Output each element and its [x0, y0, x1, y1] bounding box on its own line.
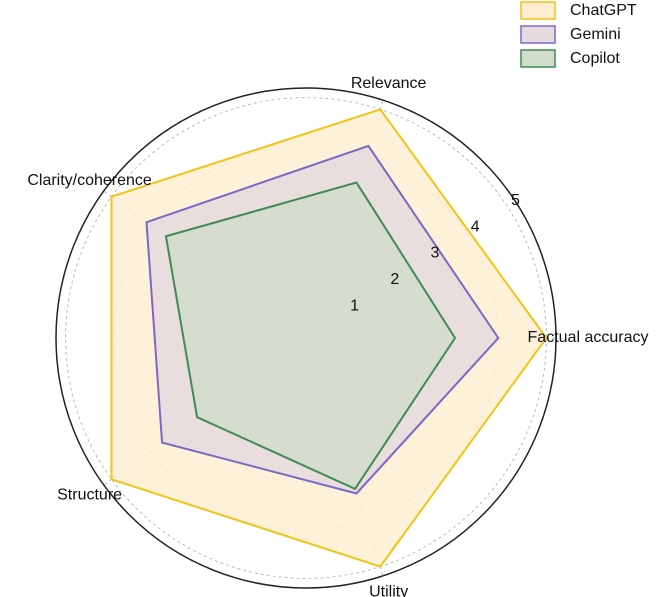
legend-label: ChatGPT [570, 2, 637, 19]
r-tick-label: 4 [471, 218, 480, 235]
series-area [164, 181, 457, 491]
legend-label: Gemini [570, 26, 621, 43]
axis-label: Structure [57, 486, 122, 503]
r-tick-label: 3 [431, 245, 440, 262]
legend-swatch [520, 25, 556, 44]
legend-swatch [520, 1, 556, 20]
outer-frame [55, 87, 557, 589]
r-tick-label: 1 [350, 297, 359, 314]
legend-label: Copilot [570, 50, 620, 67]
axis-label: Relevance [351, 75, 427, 92]
r-tick-label: 2 [390, 271, 399, 288]
axis-label: Utility [369, 584, 408, 597]
legend-swatch [520, 49, 556, 68]
axis-label: Clarity/coherence [27, 172, 152, 189]
axis-label: Factual accuracy [528, 329, 649, 346]
r-tick-label: 5 [511, 192, 520, 209]
